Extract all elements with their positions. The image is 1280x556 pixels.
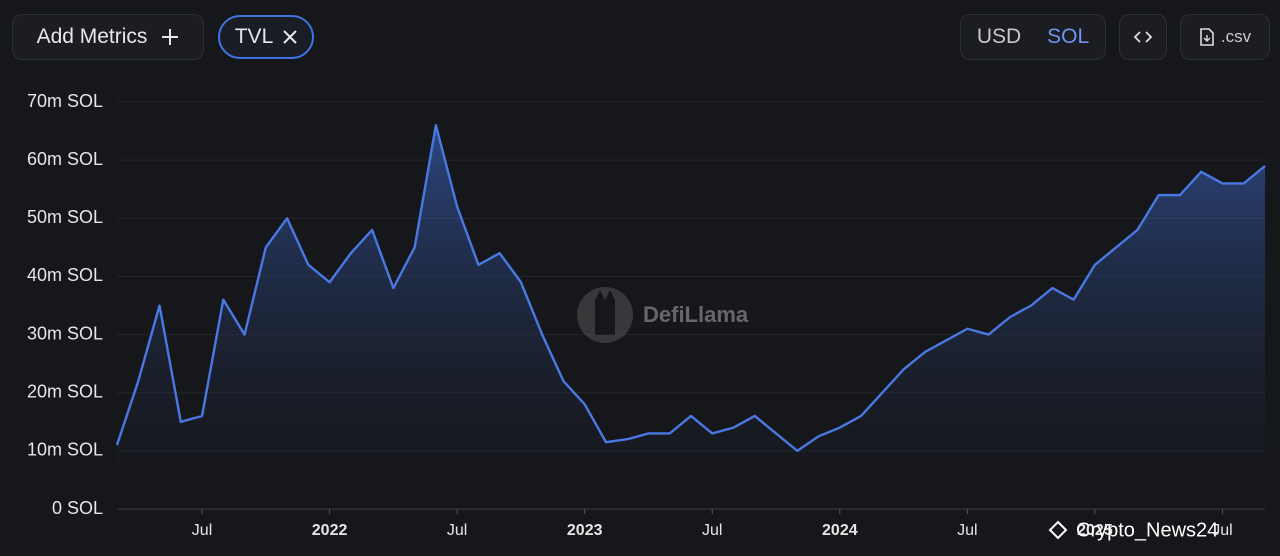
overlay-icon — [1048, 520, 1068, 540]
file-icon — [1200, 28, 1214, 46]
add-metrics-label: Add Metrics — [36, 25, 148, 48]
y-tick-label: 0 SOL — [52, 498, 103, 518]
y-tick-label: 60m SOL — [27, 149, 103, 169]
plus-icon — [162, 29, 179, 45]
currency-sol[interactable]: SOL — [1047, 25, 1090, 48]
y-tick-label: 70m SOL — [27, 91, 103, 111]
x-tick-label: Jul — [447, 522, 467, 539]
line — [115, 124, 1266, 453]
x-tick-label: Jul — [702, 522, 722, 539]
x-tick-label: 2025 — [1077, 522, 1113, 539]
csv-button[interactable]: .csv — [1180, 14, 1270, 60]
y-tick-label: 50m SOL — [27, 207, 103, 227]
x-tick-label: 2023 — [567, 522, 603, 539]
x-tick-label: 2022 — [312, 522, 348, 539]
x-tick-label: Jul — [192, 522, 212, 539]
x-tick-label: Jul — [957, 522, 977, 539]
y-tick-label: 40m SOL — [27, 265, 103, 285]
x-tick-label: 2024 — [822, 522, 858, 539]
tvl-chip-label: TVL — [234, 25, 274, 48]
currency-toggle: USD SOL — [960, 14, 1106, 60]
y-tick-label: 20m SOL — [27, 381, 103, 401]
currency-usd[interactable]: USD — [976, 25, 1022, 48]
close-icon — [283, 30, 297, 44]
embed-button[interactable] — [1119, 14, 1167, 60]
brand-watermark: DefiLlama — [643, 302, 749, 327]
tvl-chip[interactable]: TVL — [218, 15, 314, 59]
code-icon — [1133, 31, 1153, 43]
csv-label: .csv — [1220, 27, 1252, 46]
overlay-watermark: Crypto_News24 — [1076, 519, 1218, 541]
area — [117, 125, 1265, 509]
x-tick-label: Jul — [1212, 522, 1232, 539]
y-tick-label: 10m SOL — [27, 440, 103, 460]
defillama-logo — [577, 287, 633, 343]
y-tick-label: 30m SOL — [27, 323, 103, 343]
add-metrics-button[interactable]: Add Metrics — [12, 14, 204, 60]
